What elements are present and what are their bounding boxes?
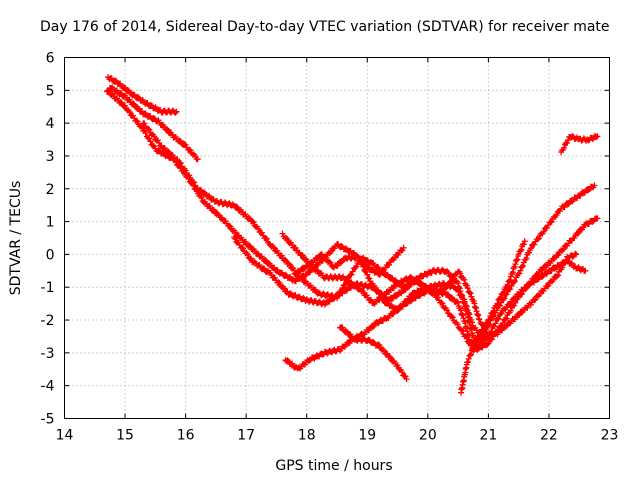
y-tick-label: 0 xyxy=(46,247,55,263)
y-tick-label: 2 xyxy=(46,182,55,198)
data-points xyxy=(140,120,598,347)
data-points xyxy=(458,238,528,396)
y-tick-label: 3 xyxy=(46,149,55,165)
x-tick-label: 14 xyxy=(56,428,74,444)
y-tick-label: 6 xyxy=(46,51,55,67)
y-tick-label: 5 xyxy=(46,83,55,99)
y-tick-label: -2 xyxy=(41,313,55,329)
x-tick-label: 20 xyxy=(419,428,437,444)
data-points xyxy=(106,84,201,163)
y-tick-label: -5 xyxy=(41,412,55,428)
x-tick-label: 22 xyxy=(540,428,558,444)
x-tick-label: 15 xyxy=(116,428,134,444)
x-tick-label: 18 xyxy=(298,428,316,444)
x-axis-label: GPS time / hours xyxy=(275,458,392,474)
series-track-2 xyxy=(106,84,201,163)
chart-title: Day 176 of 2014, Sidereal Day-to-day VTE… xyxy=(40,19,610,35)
series-track-6 xyxy=(279,230,589,353)
data-points xyxy=(558,132,601,155)
y-axis-label: SDTVAR / TECUs xyxy=(8,181,24,296)
y-tick-label: 1 xyxy=(46,215,55,231)
y-tick-label: -1 xyxy=(41,280,55,296)
plot-frame xyxy=(64,57,610,419)
series-track-10 xyxy=(458,238,528,396)
x-tick-label: 16 xyxy=(177,428,195,444)
series-track-5 xyxy=(231,215,601,353)
series-track-1 xyxy=(105,74,180,116)
x-tick-label: 23 xyxy=(601,428,619,444)
series-track-4 xyxy=(140,120,598,347)
series-track-11 xyxy=(558,132,601,155)
data-points xyxy=(279,230,589,353)
y-tick-label: -4 xyxy=(41,379,55,395)
data-points xyxy=(337,324,410,383)
x-tick-label: 19 xyxy=(358,428,376,444)
plot-area xyxy=(103,74,601,396)
series-track-9 xyxy=(337,324,410,383)
x-tick-label: 21 xyxy=(479,428,497,444)
data-points xyxy=(105,74,180,116)
data-points xyxy=(231,215,601,353)
x-tick-label: 17 xyxy=(237,428,255,444)
y-tick-label: 4 xyxy=(46,116,55,132)
y-tick-label: -3 xyxy=(41,346,55,362)
